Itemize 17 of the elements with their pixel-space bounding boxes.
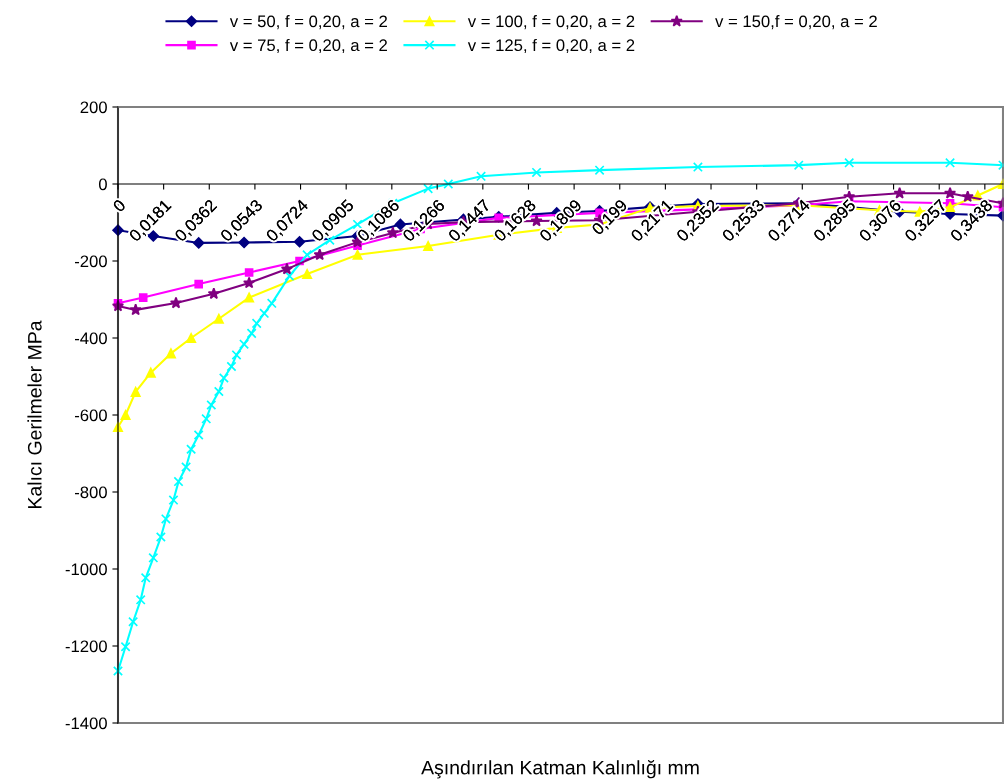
y-tick-label: -600 xyxy=(74,409,107,422)
x-axis-title: Aşındırılan Katman Kalınlığı mm xyxy=(421,759,699,779)
y-axis-title: Kalıcı Gerilmeler MPa xyxy=(27,320,42,508)
y-tick-label: 0 xyxy=(98,178,107,191)
legend-label: v = 75, f = 0,20, a = 2 xyxy=(229,38,387,54)
y-tick-label: -1000 xyxy=(65,563,107,576)
legend-label: v = 100, f = 0,20, a = 2 xyxy=(467,15,635,30)
y-tick-label: -200 xyxy=(74,255,107,268)
y-tick-label: 200 xyxy=(80,101,107,114)
y-tick-label: -800 xyxy=(74,486,107,499)
legend-label: v = 150,f = 0,20, a = 2 xyxy=(715,15,877,30)
y-tick-label: -400 xyxy=(74,332,107,345)
x-tick-label: 0 xyxy=(112,198,127,213)
legend-label: v = 50, f = 0,20, a = 2 xyxy=(229,15,387,30)
y-tick-label: -1200 xyxy=(65,640,107,653)
legend-label: v = 125, f = 0,20, a = 2 xyxy=(467,38,635,54)
y-tick-label: -1400 xyxy=(65,717,107,730)
